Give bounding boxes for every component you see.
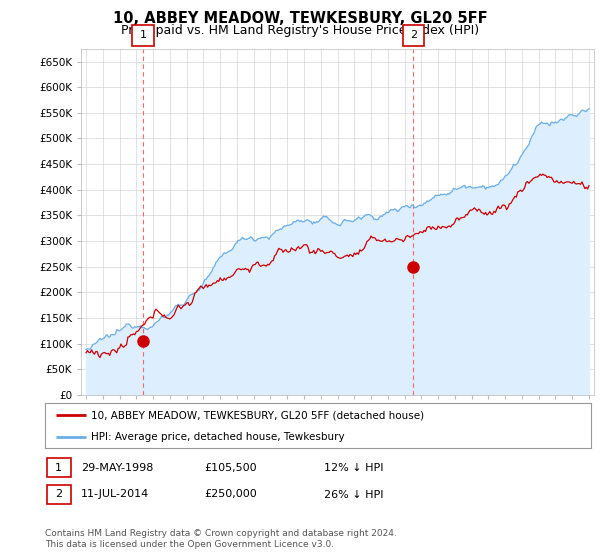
Text: 2: 2 xyxy=(410,30,417,40)
Text: £250,000: £250,000 xyxy=(204,489,257,500)
Text: Price paid vs. HM Land Registry's House Price Index (HPI): Price paid vs. HM Land Registry's House … xyxy=(121,24,479,36)
Text: 10, ABBEY MEADOW, TEWKESBURY, GL20 5FF: 10, ABBEY MEADOW, TEWKESBURY, GL20 5FF xyxy=(113,11,487,26)
Text: £105,500: £105,500 xyxy=(204,463,257,473)
Text: 29-MAY-1998: 29-MAY-1998 xyxy=(81,463,154,473)
Text: HPI: Average price, detached house, Tewkesbury: HPI: Average price, detached house, Tewk… xyxy=(91,432,345,442)
Text: 26% ↓ HPI: 26% ↓ HPI xyxy=(324,489,383,500)
Text: 11-JUL-2014: 11-JUL-2014 xyxy=(81,489,149,500)
Text: 12% ↓ HPI: 12% ↓ HPI xyxy=(324,463,383,473)
Text: 1: 1 xyxy=(140,30,146,40)
Text: Contains HM Land Registry data © Crown copyright and database right 2024.
This d: Contains HM Land Registry data © Crown c… xyxy=(45,529,397,549)
Text: 1: 1 xyxy=(55,463,62,473)
Text: 2: 2 xyxy=(55,489,62,500)
Text: 10, ABBEY MEADOW, TEWKESBURY, GL20 5FF (detached house): 10, ABBEY MEADOW, TEWKESBURY, GL20 5FF (… xyxy=(91,410,425,421)
